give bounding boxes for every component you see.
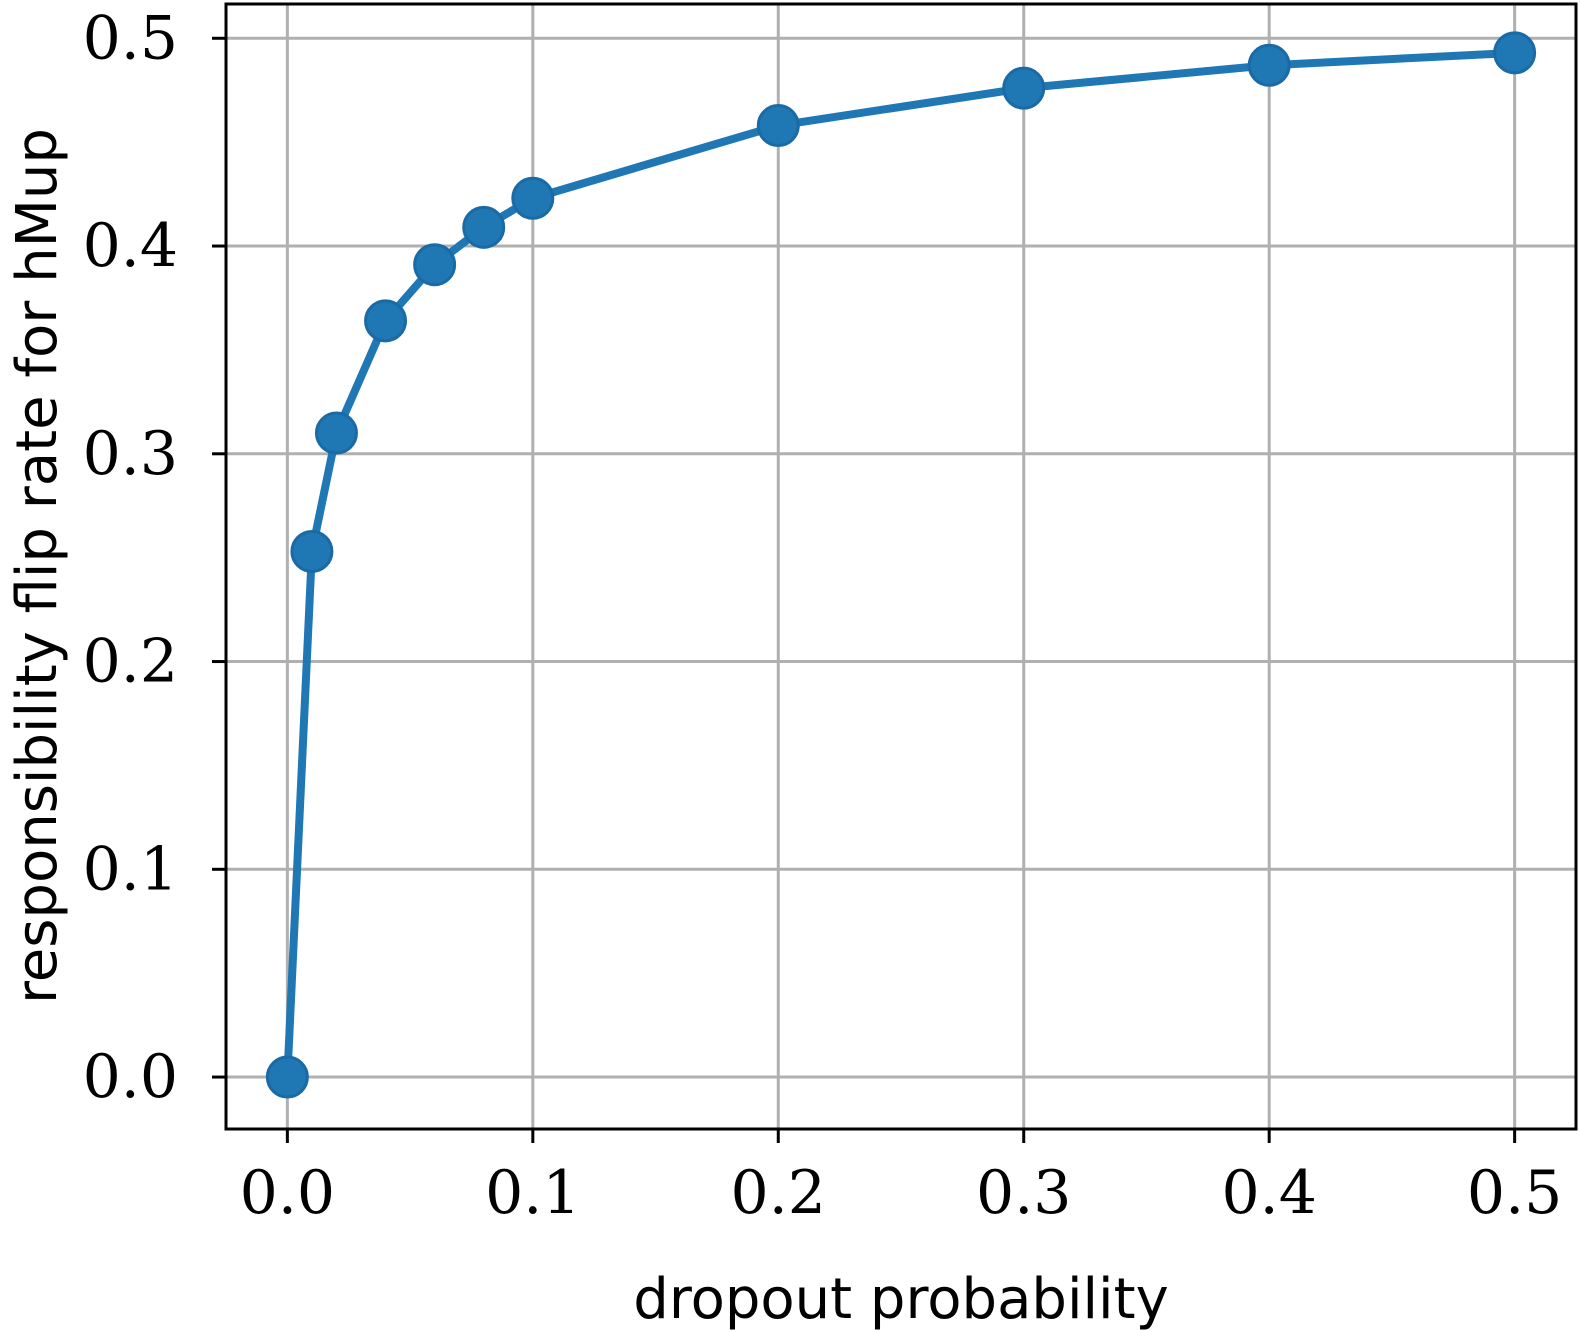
y-axis-label: responsibility flip rate for hMup <box>5 128 70 1004</box>
data-point <box>1247 43 1291 87</box>
y-tick-label: 0.1 <box>83 834 178 904</box>
y-tick-label: 0.5 <box>83 3 178 73</box>
data-point <box>756 104 800 148</box>
data-point <box>364 299 408 343</box>
data-point <box>1493 31 1537 75</box>
y-tick-label: 0.4 <box>83 211 178 281</box>
data-point <box>1002 66 1046 110</box>
data-point <box>511 176 555 220</box>
x-tick-label: 0.1 <box>485 1158 580 1228</box>
plot-background <box>226 4 1576 1129</box>
plot-frame <box>224 2 1578 1131</box>
x-tick-label: 0.0 <box>240 1158 335 1228</box>
y-tick-label: 0.2 <box>83 627 178 697</box>
data-point <box>314 411 358 455</box>
y-gridlines <box>226 36 1576 1079</box>
data-point <box>462 205 506 249</box>
x-tick-label: 0.2 <box>731 1158 826 1228</box>
data-point <box>265 1055 309 1099</box>
data-point <box>413 243 457 287</box>
x-tick-label: 0.4 <box>1221 1158 1316 1228</box>
x-tick-label: 0.3 <box>976 1158 1071 1228</box>
x-axis-label: dropout probability <box>633 1267 1168 1331</box>
x-ticks: 0.0 0.1 0.2 0.3 0.4 0.5 <box>240 1129 1562 1228</box>
y-tick-label: 0.0 <box>83 1042 178 1112</box>
y-tick-label: 0.3 <box>83 419 178 489</box>
series-layer <box>265 31 1537 1099</box>
x-tick-label: 0.5 <box>1467 1158 1562 1228</box>
y-ticks: 0.0 0.1 0.2 0.3 0.4 0.5 <box>83 3 226 1112</box>
data-point <box>290 529 334 573</box>
